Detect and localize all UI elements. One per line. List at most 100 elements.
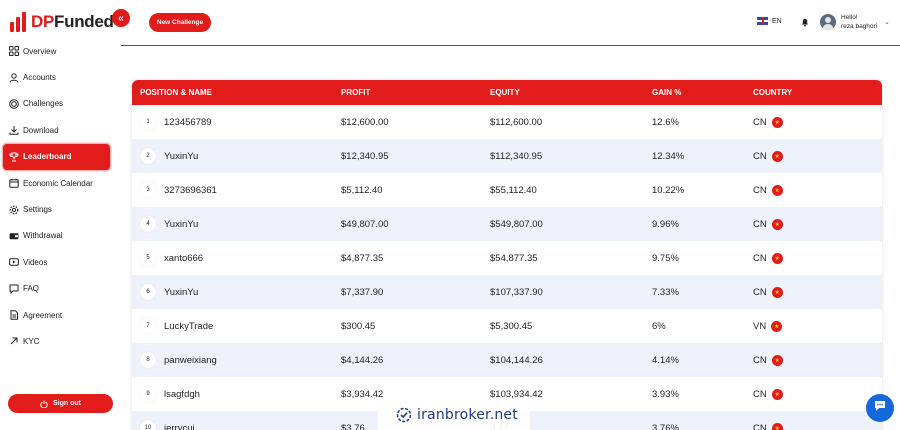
signout-label: Sign out [53, 400, 81, 407]
sidebar-item-label: Leaderboard [23, 152, 72, 162]
support-chat-button[interactable] [866, 394, 894, 422]
video-icon [8, 257, 19, 268]
table-header: POSITION & NAME PROFIT EQUITY GAIN % COU… [132, 80, 882, 105]
cell-profit: $5,112.40 [341, 184, 383, 196]
wallet-icon [8, 230, 19, 241]
rank-badge: 6 [140, 284, 156, 300]
collapse-sidebar-button[interactable]: « [112, 9, 130, 27]
sidebar-item-videos[interactable]: Videos [0, 249, 120, 275]
country-code: CN [753, 252, 767, 264]
sidebar-item-challenges[interactable]: Challenges [0, 91, 120, 117]
cell-position: 10 jerrycui [132, 420, 341, 430]
sidebar-item-label: Overview [23, 46, 57, 56]
rank-badge: 8 [140, 352, 156, 368]
trader-name: jerrycui [164, 422, 195, 430]
table-row: 5 xanto666 $4,877.35 $54,877.35 9.75% CN ★ [132, 241, 882, 275]
logo-bars-icon [10, 12, 28, 32]
header-position: POSITION & NAME [140, 88, 213, 97]
watermark-text: iranbroker.net [417, 407, 518, 423]
user-menu[interactable]: Hello! reza baghori [841, 13, 877, 31]
sidebar-item-faq[interactable]: FAQ [0, 276, 120, 302]
new-challenge-button[interactable]: New Challenge [149, 13, 211, 32]
header-gain: GAIN % [652, 88, 682, 97]
country-code: CN [753, 286, 767, 298]
country-code: CN [753, 354, 767, 366]
country-code: CN [753, 422, 767, 430]
target-icon [8, 98, 19, 109]
sidebar-item-settings[interactable]: Settings [0, 196, 120, 222]
cell-gain: 3.76% [652, 422, 679, 430]
cell-position: 3 3273696361 [132, 182, 341, 198]
table-row: 9 lsagfdgh $3,934.42 $103,934.42 3.93% CN ★ [132, 377, 882, 411]
cell-equity: $104,144.26 [490, 354, 543, 366]
country-code: CN [753, 218, 767, 230]
cell-position: 6 YuxinYu [132, 284, 341, 300]
cell-position: 1 123456789 [132, 114, 341, 130]
country-flag-icon: ★ [771, 388, 783, 400]
table-row: 7 LuckyTrade $300.45 $5,300.45 6% VN ★ [132, 309, 882, 343]
cell-equity: $112,600.00 [490, 116, 543, 128]
sidebar-item-accounts[interactable]: Accounts [0, 64, 120, 90]
gear-icon [8, 204, 19, 215]
chat-question-icon [8, 283, 19, 294]
country-flag-icon: ★ [771, 150, 783, 162]
rank-badge: 2 [140, 148, 156, 164]
sidebar-nav: Overview Accounts Challenges Download Le… [0, 38, 120, 355]
cell-gain: 9.75% [652, 252, 679, 264]
cell-profit: $12,340.95 [341, 150, 389, 162]
sidebar-item-overview[interactable]: Overview [0, 38, 120, 64]
cell-profit: $300.45 [341, 320, 376, 332]
language-selector[interactable]: EN [757, 17, 782, 25]
sidebar: DPFunded Overview Accounts Challenges Do… [0, 0, 120, 430]
country-flag-icon: ★ [771, 116, 783, 128]
sidebar-item-economic-calendar[interactable]: Economic Calendar [0, 170, 120, 196]
cell-equity: $55,112.40 [490, 184, 537, 196]
sidebar-item-label: Withdrawal [23, 231, 63, 241]
cell-country: CN ★ [753, 422, 882, 430]
header-profit: PROFIT [341, 88, 371, 97]
table-row: 1 123456789 $12,600.00 $112,600.00 12.6% CN ★ [132, 105, 882, 139]
cell-equity: $103,934.42 [490, 388, 543, 400]
brand-logo[interactable]: DPFunded [10, 10, 114, 34]
cell-equity: $54,877.35 [490, 252, 538, 264]
cell-country: CN ★ [753, 116, 882, 128]
cell-equity: $107,337.90 [490, 286, 543, 298]
grid-icon [8, 46, 19, 57]
sidebar-item-label: Challenges [23, 99, 64, 109]
cell-profit: $3,934.42 [341, 388, 384, 400]
cell-country: VN ★ [753, 320, 882, 332]
cell-country: CN ★ [753, 184, 882, 196]
document-icon [8, 310, 19, 321]
sidebar-item-withdrawal[interactable]: Withdrawal [0, 223, 120, 249]
trader-name: lsagfdgh [164, 388, 200, 400]
cell-gain: 12.34% [652, 150, 685, 162]
chevron-down-icon[interactable]: ⌄ [884, 19, 890, 26]
cell-position: 5 xanto666 [132, 250, 341, 266]
country-code: CN [753, 388, 767, 400]
bell-icon[interactable] [800, 17, 810, 27]
trader-name: YuxinYu [164, 218, 199, 230]
cell-position: 8 panweixiang [132, 352, 341, 368]
signout-button[interactable]: Sign out [8, 394, 113, 413]
greeting-text: Hello! [841, 14, 858, 21]
sidebar-item-label: KYC [23, 336, 40, 346]
header-equity: EQUITY [490, 88, 520, 97]
language-code: EN [772, 17, 782, 25]
cell-position: 9 lsagfdgh [132, 386, 341, 402]
country-flag-icon: ★ [771, 252, 783, 264]
sidebar-item-kyc[interactable]: KYC [0, 328, 120, 354]
sidebar-item-download[interactable]: Download [0, 117, 120, 143]
rank-badge: 4 [140, 216, 156, 232]
sidebar-item-label: Agreement [23, 310, 63, 320]
cell-gain: 10.22% [652, 184, 685, 196]
power-icon [40, 400, 48, 408]
country-flag-icon: ★ [771, 422, 783, 430]
cell-profit: $12,600.00 [341, 116, 389, 128]
sidebar-item-label: Settings [23, 205, 52, 215]
sidebar-item-agreement[interactable]: Agreement [0, 302, 120, 328]
uk-flag-icon [757, 17, 768, 25]
table-body: 1 123456789 $12,600.00 $112,600.00 12.6% CN ★ 2… [132, 105, 882, 430]
sidebar-item-leaderboard[interactable]: Leaderboard [3, 143, 110, 170]
cell-country: CN ★ [753, 218, 882, 230]
avatar[interactable] [820, 14, 836, 30]
